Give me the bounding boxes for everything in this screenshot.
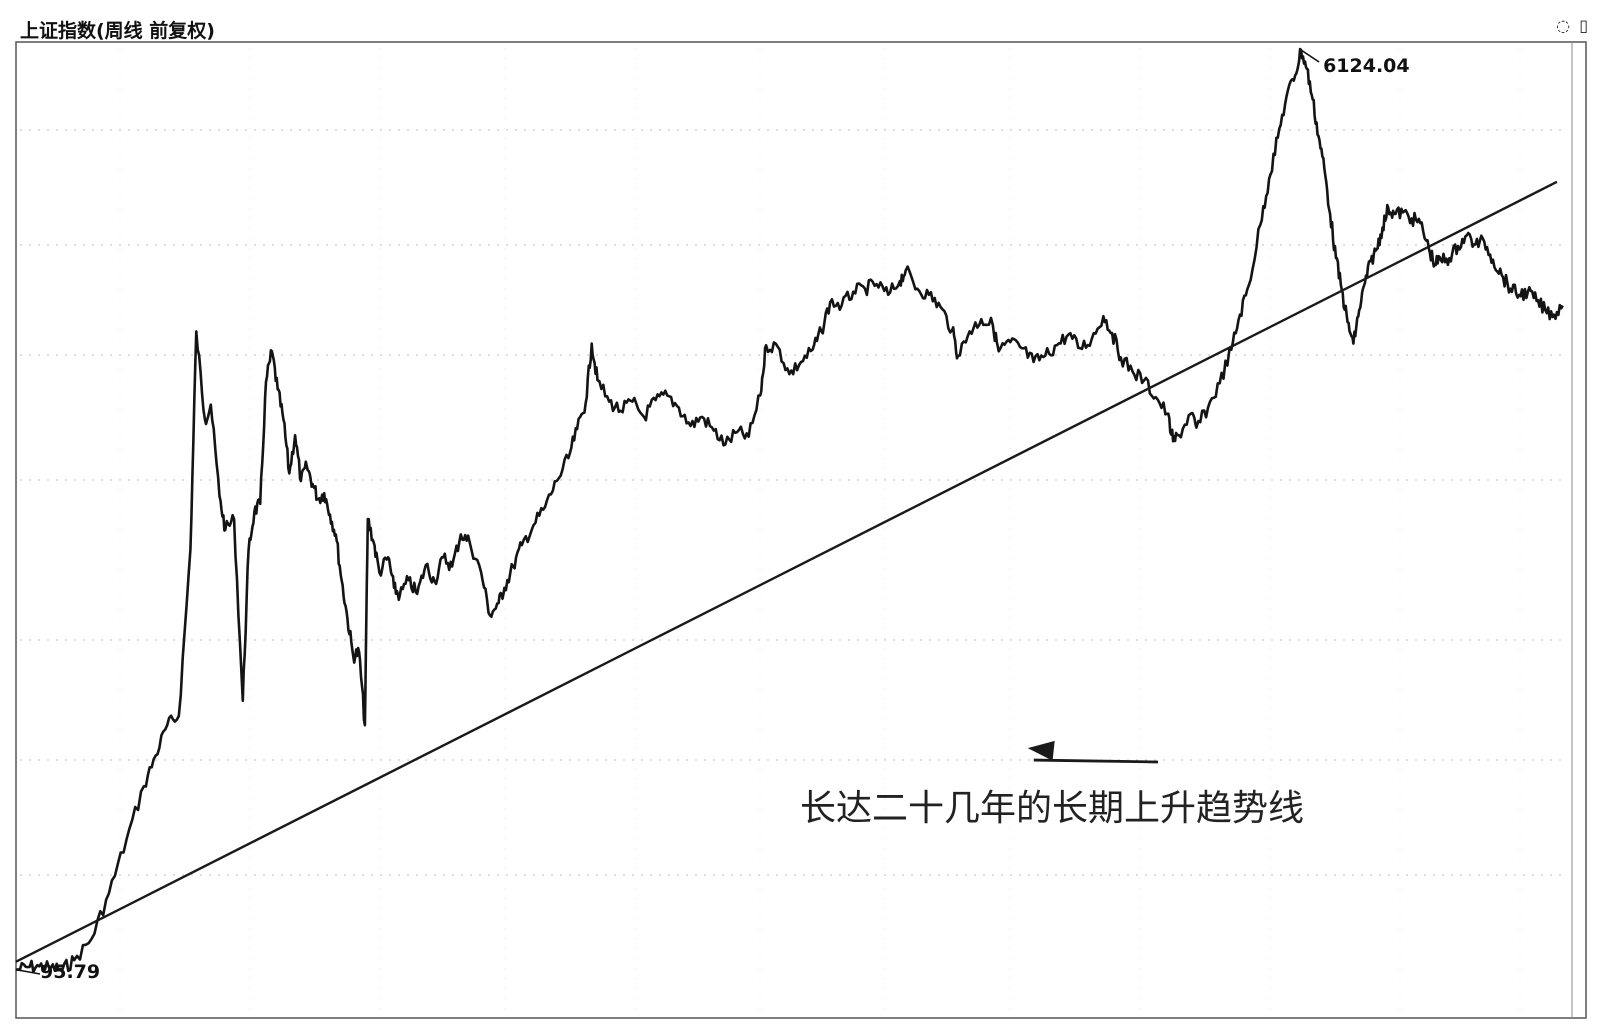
low-marker-pointer (17, 969, 41, 975)
low-value-label: 95.79 (40, 961, 100, 983)
restore-icon[interactable]: ◌ (1556, 16, 1571, 35)
price-series-line (15, 47, 1564, 974)
trendline-annotation-text: 长达二十几年的长期上升趋势线 (800, 788, 1304, 829)
high-value-label: 6124.04 (1323, 55, 1410, 77)
high-marker-pointer (1300, 49, 1320, 63)
chart-title: 上证指数(周线 前复权) (20, 20, 215, 42)
plot-frame (15, 41, 1587, 1019)
window-controls: ◌ ▯ (1552, 16, 1588, 35)
annotation-arrow-shaft (1033, 758, 1159, 764)
annotation-arrow-head (1027, 740, 1055, 761)
uptrend-line (15, 180, 1558, 963)
maximize-icon[interactable]: ▯ (1579, 16, 1588, 35)
